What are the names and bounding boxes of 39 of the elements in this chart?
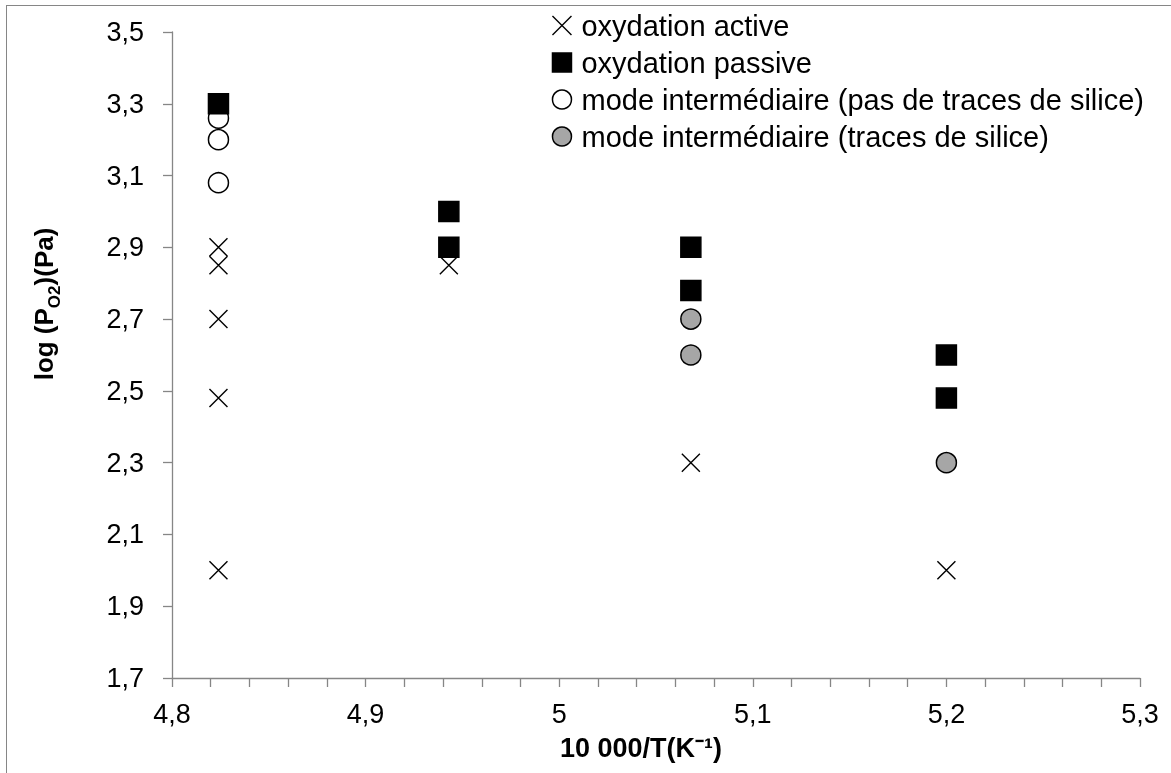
- point: [680, 308, 702, 330]
- point: [935, 451, 958, 474]
- y-tick-label: 1,7: [106, 663, 144, 693]
- y-tick-label: 2,3: [106, 447, 144, 478]
- point: [208, 309, 229, 329]
- legend-label: oxydation passive: [581, 46, 812, 79]
- point: [208, 560, 229, 581]
- y-tick-label: 2,9: [106, 232, 144, 263]
- point: [207, 93, 230, 115]
- point: [439, 255, 459, 275]
- y-tick-label: 3,1: [106, 160, 144, 191]
- point: [438, 200, 460, 223]
- point: [680, 279, 702, 302]
- x-tick-label: 5,1: [734, 698, 772, 729]
- point: [207, 171, 230, 194]
- point: [207, 128, 230, 151]
- y-tick-label: 2,1: [106, 519, 144, 550]
- x-tick-label: 5: [551, 698, 567, 729]
- y-tick-label: 3,3: [106, 88, 144, 119]
- x-tick-label: 4,8: [153, 698, 191, 729]
- x-axis-title: 10 000/T(K⁻¹): [559, 732, 723, 763]
- point: [935, 387, 958, 409]
- y-tick-label: 1,9: [106, 591, 144, 622]
- point: [680, 344, 702, 366]
- legend-label: mode intermédiaire (pas de traces de silice): [581, 83, 1144, 116]
- legend-label: oxydation active: [581, 9, 790, 42]
- y-tick-label: 2,5: [106, 375, 144, 406]
- y-tick-label: 3,5: [106, 17, 144, 47]
- point: [935, 344, 958, 366]
- x-tick-label: 5,3: [1121, 698, 1159, 729]
- y-tick-label: 2,7: [106, 304, 144, 335]
- x-tick-label: 4,9: [346, 698, 385, 729]
- point: [438, 236, 460, 259]
- legend-label: mode intermédiaire (traces de silice): [581, 120, 1049, 153]
- point: [208, 388, 229, 408]
- point: [936, 560, 957, 581]
- x-tick-label: 5,2: [927, 698, 966, 729]
- point: [681, 452, 701, 473]
- point: [680, 236, 702, 259]
